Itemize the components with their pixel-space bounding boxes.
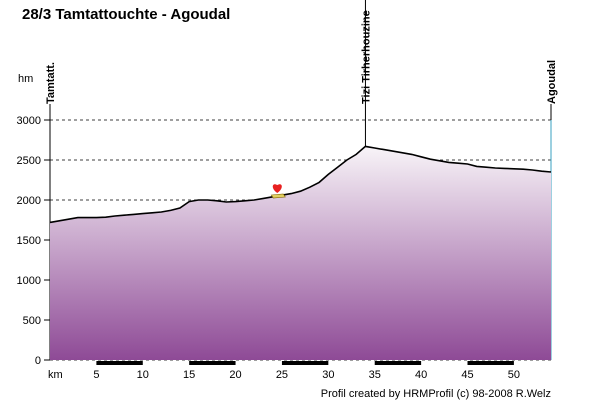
waypoint-label-1: Tizi Tirherhouzine [360, 10, 372, 104]
x-axis-label: km [48, 369, 63, 381]
scale-segment-15 [189, 361, 236, 365]
y-tick-labels: 0 500 1000 1500 2000 2500 3000 [17, 115, 41, 367]
waypoint-markers: Tamtatt. Tizi Tirherhouzine Agoudal [45, 0, 558, 147]
distance-scale-bar [96, 361, 514, 365]
y-tick-label-2000: 2000 [17, 195, 41, 207]
y-tick-label-2500: 2500 [17, 155, 41, 167]
elevation-profile-line [49, 145, 552, 224]
x-tick-label-50: 50 [508, 369, 520, 381]
chart-title: 28/3 Tamtattouchte - Agoudal [22, 6, 230, 23]
x-tick-label-5: 5 [93, 369, 99, 381]
elevation-area [49, 145, 552, 360]
scale-segment-5 [96, 361, 143, 365]
waypoint-label-0: Tamtatt. [45, 62, 57, 104]
y-tick-label-1500: 1500 [17, 235, 41, 247]
y-tick-label-3000: 3000 [17, 115, 41, 127]
y-axis-label: hm [18, 73, 33, 85]
x-tick-label-20: 20 [229, 369, 241, 381]
waypoint-label-2: Agoudal [546, 60, 558, 104]
x-tick-label-40: 40 [415, 369, 427, 381]
scale-segment-35 [374, 361, 422, 365]
scale-segment-45 [467, 361, 514, 365]
x-tick-label-25: 25 [276, 369, 288, 381]
x-tick-label-10: 10 [137, 369, 149, 381]
y-tick-label-1000: 1000 [17, 275, 41, 287]
y-tick-label-500: 500 [23, 315, 41, 327]
scale-segment-25 [281, 361, 329, 365]
y-tick-label-0: 0 [35, 355, 41, 367]
x-tick-label-35: 35 [369, 369, 381, 381]
x-tick-label-15: 15 [183, 369, 195, 381]
heart-marker-icon [270, 184, 286, 199]
credit-text: Profil created by HRMProfil (c) 98-2008 … [321, 388, 551, 400]
x-tick-labels: 5 10 15 20 25 30 35 40 45 50 [93, 369, 520, 381]
x-tick-label-45: 45 [461, 369, 473, 381]
elevation-area-fill [50, 146, 551, 360]
x-tick-label-30: 30 [322, 369, 334, 381]
